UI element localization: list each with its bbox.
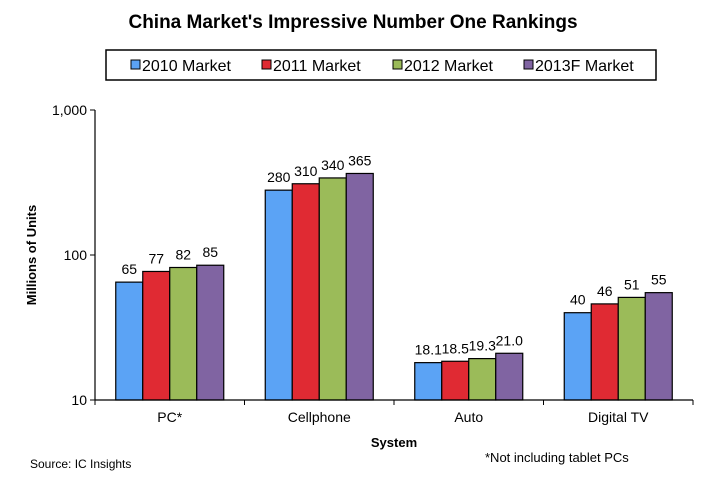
legend-swatch-1	[261, 59, 272, 70]
data-label: 82	[175, 246, 191, 262]
x-tick-label: Cellphone	[288, 409, 351, 425]
source-note: Source: IC Insights	[30, 457, 131, 471]
data-label: 18.1	[415, 342, 442, 358]
legend-swatch-3	[523, 59, 534, 70]
x-axis-label: System	[371, 435, 417, 450]
bar-0-3	[563, 312, 592, 401]
bar-1-3	[590, 303, 619, 401]
x-tick-label: Digital TV	[588, 409, 649, 425]
bar-0-2	[414, 362, 443, 401]
data-label: 51	[624, 276, 640, 292]
data-label: 40	[570, 292, 586, 308]
data-label: 77	[148, 250, 164, 266]
bar-0-1	[264, 189, 293, 401]
axes: 10 100 1,000 PC* Cellphone Auto Digital TV	[52, 102, 694, 425]
data-label: 280	[267, 169, 291, 185]
bar-1-0	[142, 270, 171, 401]
bar-3-2	[495, 352, 524, 401]
x-tick-label: PC*	[157, 409, 182, 425]
data-label: 340	[321, 157, 345, 173]
y-axis-label: Millions of Units	[24, 205, 39, 305]
y-tick-label: 100	[64, 247, 88, 263]
bar-3-1	[345, 172, 374, 401]
legend-label-3: 2013F Market	[535, 58, 634, 75]
bars: 65 280 18.1 40 77 310 18.5 46 82 340 19.3 51 85 365 21…	[115, 152, 673, 401]
data-label: 18.5	[442, 340, 469, 356]
data-label: 46	[597, 283, 613, 299]
legend: 2010 Market 2011 Market 2012 Market 2013F M…	[130, 58, 634, 75]
data-label: 65	[121, 261, 137, 277]
legend-swatch-0	[130, 59, 141, 70]
bar-2-3	[617, 296, 646, 401]
data-label: 55	[651, 272, 667, 288]
data-label: 310	[294, 163, 318, 179]
legend-label-0: 2010 Market	[142, 58, 231, 75]
bar-2-0	[169, 266, 198, 401]
bar-2-1	[318, 177, 347, 401]
bar-3-0	[196, 264, 225, 401]
data-label: 365	[348, 152, 372, 168]
bar-0-0	[115, 281, 144, 401]
legend-label-2: 2012 Market	[404, 58, 493, 75]
chart-title: China Market's Impressive Number One Ran…	[128, 12, 577, 33]
bar-3-3	[644, 292, 673, 401]
legend-box	[105, 49, 657, 81]
legend-swatch-2	[392, 59, 403, 70]
bar-1-2	[441, 360, 470, 401]
x-tick-label: Auto	[454, 409, 483, 425]
bar-2-2	[468, 357, 497, 401]
legend-label-1: 2011 Market	[273, 58, 361, 75]
data-label: 21.0	[496, 332, 523, 348]
y-tick-label: 1,000	[52, 102, 87, 118]
data-label: 19.3	[469, 338, 496, 354]
bar-1-1	[291, 183, 320, 401]
y-tick-label: 10	[71, 392, 87, 408]
footnote: *Not including tablet PCs	[485, 450, 629, 465]
data-label: 85	[202, 244, 218, 260]
